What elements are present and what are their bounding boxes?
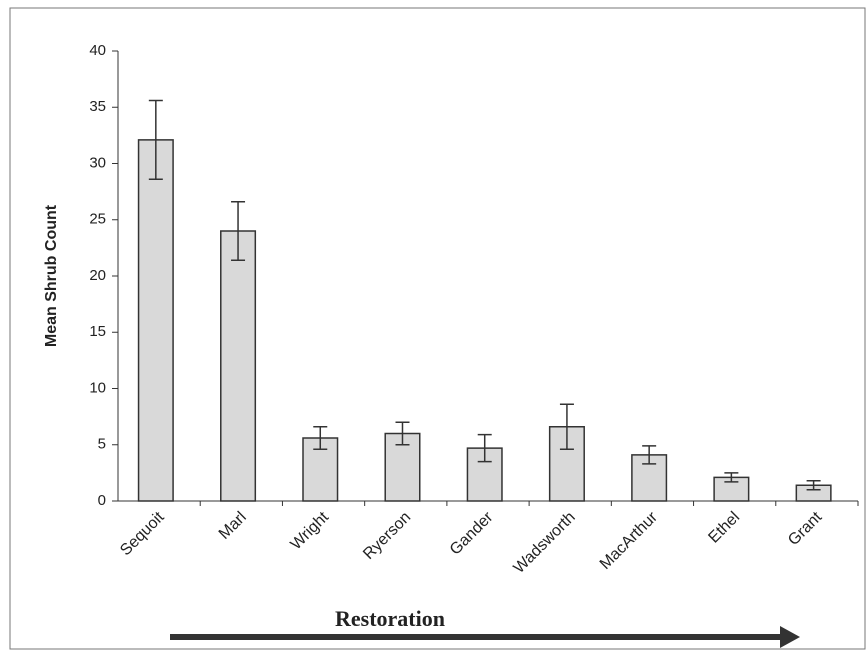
y-tick-label: 20	[89, 267, 106, 284]
y-tick-label: 40	[89, 42, 106, 59]
y-tick-label: 15	[89, 323, 106, 340]
y-tick-label: 10	[89, 379, 106, 396]
bar	[137, 139, 174, 502]
y-tick-label: 30	[89, 154, 106, 171]
error-bar	[231, 201, 246, 261]
error-bar	[477, 433, 492, 463]
y-tick-label: 0	[98, 492, 106, 509]
error-bar	[395, 421, 410, 446]
error-bar	[642, 445, 657, 465]
bar	[220, 230, 257, 502]
y-tick-label: 35	[89, 98, 106, 115]
error-bar	[724, 472, 739, 483]
error-bar	[806, 480, 821, 491]
y-axis-label: Mean Shrub Count	[43, 204, 60, 347]
annotation: Restoration	[335, 606, 445, 631]
error-bar	[559, 403, 574, 450]
y-tick-label: 25	[89, 211, 106, 228]
error-bar	[148, 99, 163, 180]
y-tick-label: 5	[98, 436, 106, 453]
arrow-head	[780, 626, 800, 648]
bar	[548, 426, 585, 502]
error-bar	[313, 426, 328, 450]
